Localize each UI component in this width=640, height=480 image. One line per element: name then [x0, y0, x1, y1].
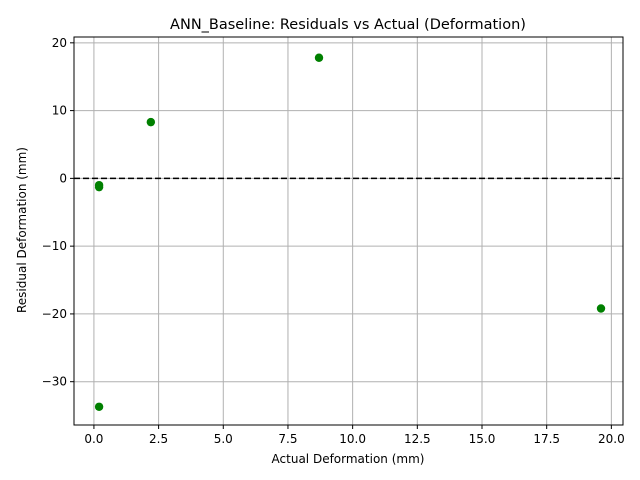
x-tick-label: 15.0 — [469, 432, 496, 446]
y-axis-ticks: −30 −20 −10 0 10 20 — [42, 36, 74, 389]
y-tick-label: −10 — [42, 239, 67, 253]
x-tick-label: 10.0 — [339, 432, 366, 446]
y-axis-label: Residual Deformation (mm) — [15, 147, 29, 313]
data-points — [94, 53, 606, 411]
x-tick-label: 0.0 — [84, 432, 103, 446]
x-tick-label: 12.5 — [404, 432, 431, 446]
x-tick-label: 5.0 — [214, 432, 233, 446]
y-tick-label: 10 — [52, 104, 67, 118]
chart-title: ANN_Baseline: Residuals vs Actual (Defor… — [170, 17, 526, 33]
y-tick-label: 0 — [59, 171, 67, 185]
x-tick-label: 2.5 — [149, 432, 168, 446]
x-axis-label: Actual Deformation (mm) — [272, 452, 425, 466]
x-axis-ticks: 0.0 2.5 5.0 7.5 10.0 12.5 15.0 17.5 20.0 — [84, 425, 625, 446]
data-point — [596, 304, 606, 313]
data-point — [94, 402, 104, 411]
grid — [74, 37, 623, 425]
y-tick-label: −20 — [42, 307, 67, 321]
data-point — [146, 117, 156, 127]
plot-area-frame — [73, 36, 624, 426]
y-tick-label: −30 — [42, 375, 67, 389]
y-tick-label: 20 — [52, 36, 67, 50]
x-tick-label: 17.5 — [533, 432, 560, 446]
data-point — [94, 182, 104, 192]
x-tick-label: 20.0 — [598, 432, 625, 446]
data-point — [314, 53, 324, 62]
x-tick-label: 7.5 — [278, 432, 297, 446]
